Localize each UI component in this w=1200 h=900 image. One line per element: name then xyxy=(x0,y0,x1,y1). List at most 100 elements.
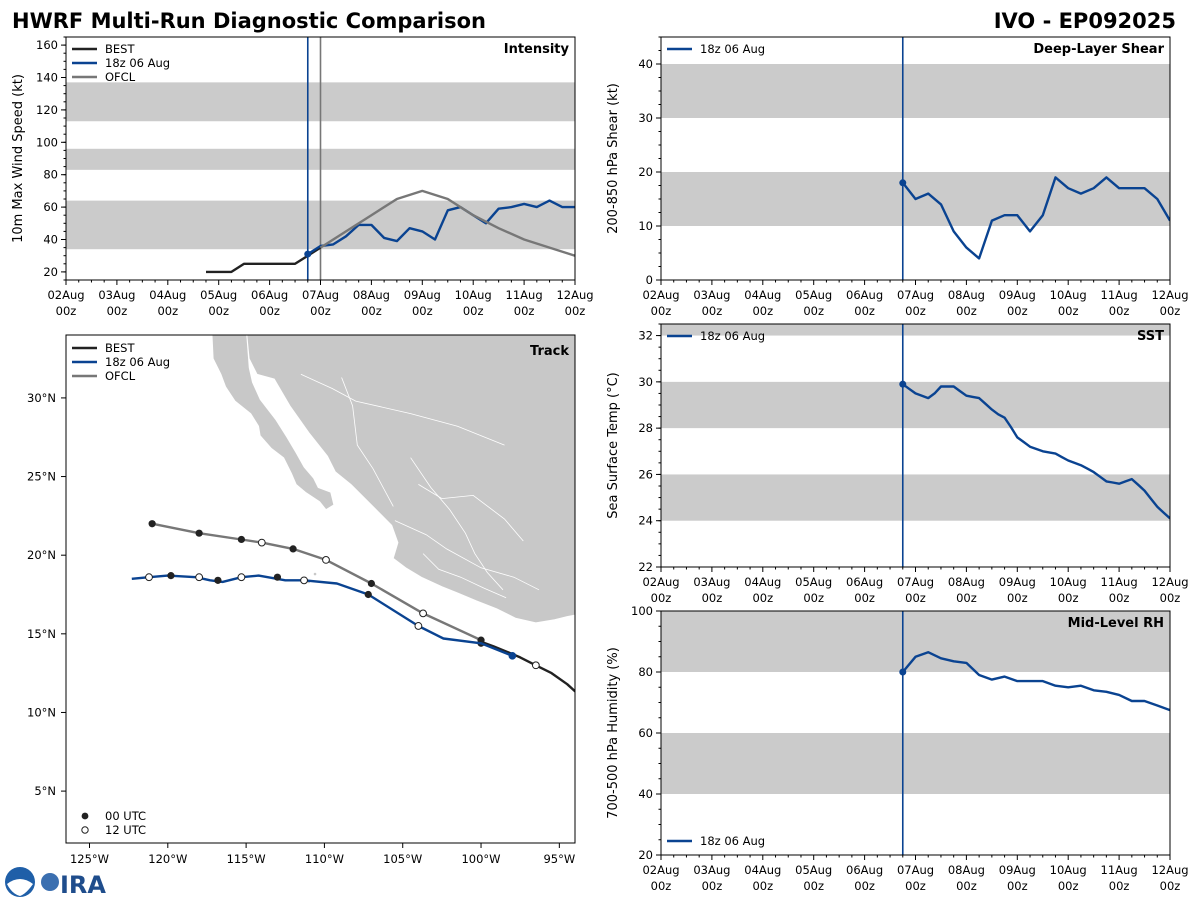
sst-y-tick-label: 26 xyxy=(638,467,653,481)
sst-x-tick-label: 03Aug xyxy=(693,575,730,589)
track-point-12utc xyxy=(414,622,423,630)
intensity-x-tick-label: 02Aug xyxy=(47,288,84,302)
shear-y-axis-label: 200-850 hPa Shear (kt) xyxy=(606,83,621,234)
rh-y-tick-label: 80 xyxy=(638,665,653,679)
marker-legend-12utc xyxy=(81,826,89,834)
intensity-x-tick-sublabel: 00z xyxy=(412,304,433,318)
rh-plot-area xyxy=(661,611,1170,855)
intensity-x-tick-label: 06Aug xyxy=(251,288,288,302)
intensity-legend-label: 18z 06 Aug xyxy=(105,56,170,70)
sst-x-tick-label: 06Aug xyxy=(846,575,883,589)
shear-x-tick-label: 08Aug xyxy=(948,288,985,302)
shear-y-tick-label: 10 xyxy=(638,219,653,233)
intensity-x-tick-sublabel: 00z xyxy=(361,304,382,318)
sst-y-tick-label: 32 xyxy=(638,329,653,343)
shear-y-tick-label: 30 xyxy=(638,111,653,125)
track-line-18z-06-aug xyxy=(131,574,513,657)
intensity-x-tick-label: 09Aug xyxy=(404,288,441,302)
intensity-x-tick-sublabel: 00z xyxy=(107,304,128,318)
intensity-x-tick-sublabel: 00z xyxy=(310,304,331,318)
figure-title: HWRF Multi-Run Diagnostic Comparison xyxy=(12,9,486,33)
shear-x-tick-sublabel: 00z xyxy=(1160,304,1181,318)
track-y-tick-label: 5°N xyxy=(34,784,56,798)
sst-x-tick-sublabel: 00z xyxy=(1058,591,1079,605)
rh-x-tick-sublabel: 00z xyxy=(956,879,977,893)
rh-x-tick-sublabel: 00z xyxy=(1058,879,1079,893)
sst-x-tick-label: 11Aug xyxy=(1101,575,1138,589)
sst-y-tick-label: 22 xyxy=(638,560,653,574)
shear-band xyxy=(661,64,1170,118)
intensity-panel: 20 40 60 80 100 120 140 160 02Aug 00z 03Aug 00z 04Au… xyxy=(11,36,594,318)
intensity-y-tick-label: 40 xyxy=(43,233,58,247)
shear-x-tick-sublabel: 00z xyxy=(1109,304,1130,318)
shear-x-tick-label: 03Aug xyxy=(693,288,730,302)
rh-x-tick-sublabel: 00z xyxy=(702,879,723,893)
track-point-12utc xyxy=(419,609,427,618)
shear-x-tick-label: 07Aug xyxy=(897,288,934,302)
island xyxy=(313,572,317,576)
shear-x-tick-label: 06Aug xyxy=(846,288,883,302)
track-y-tick-label: 30°N xyxy=(27,391,56,405)
track-line-best xyxy=(480,640,575,693)
rh-legend-label: 18z 06 Aug xyxy=(700,834,765,848)
track-point-12utc xyxy=(145,573,153,582)
track-map-area xyxy=(131,335,575,693)
sst-y-tick-label: 30 xyxy=(638,375,653,389)
sst-x-tick-sublabel: 00z xyxy=(752,591,773,605)
cira-wordmark-icon: IRA xyxy=(60,871,106,899)
rh-x-tick-sublabel: 00z xyxy=(1007,879,1028,893)
intensity-legend-label: BEST xyxy=(105,42,135,56)
sst-y-tick-label: 28 xyxy=(638,421,653,435)
shear-x-tick-label: 04Aug xyxy=(744,288,781,302)
noaa-gull-icon xyxy=(7,879,33,896)
rh-x-tick-sublabel: 00z xyxy=(803,879,824,893)
shear-x-tick-sublabel: 00z xyxy=(956,304,977,318)
sst-x-tick-sublabel: 00z xyxy=(854,591,875,605)
track-panel-title: Track xyxy=(530,344,569,359)
track-point-00utc xyxy=(195,529,203,537)
sst-x-tick-sublabel: 00z xyxy=(905,591,926,605)
state-border xyxy=(418,484,524,542)
shear-x-tick-sublabel: 00z xyxy=(702,304,723,318)
shear-y-tick-label: 0 xyxy=(646,273,653,287)
intensity-panel-title: Intensity xyxy=(504,42,570,57)
intensity-series-start-point xyxy=(304,250,312,258)
intensity-x-tick-sublabel: 00z xyxy=(463,304,484,318)
track-legend-label: OFCL xyxy=(105,369,136,383)
intensity-x-tick-label: 03Aug xyxy=(98,288,135,302)
sst-x-tick-label: 02Aug xyxy=(642,575,679,589)
sst-x-tick-label: 09Aug xyxy=(999,575,1036,589)
marker-legend-00utc xyxy=(81,812,89,820)
intensity-x-tick-label: 08Aug xyxy=(353,288,390,302)
intensity-y-axis-label: 10m Max Wind Speed (kt) xyxy=(11,74,26,243)
intensity-x-tick-sublabel: 00z xyxy=(514,304,535,318)
track-frame xyxy=(65,334,576,844)
shear-x-tick-sublabel: 00z xyxy=(651,304,672,318)
shear-y-tick-label: 20 xyxy=(638,165,653,179)
shear-x-tick-label: 09Aug xyxy=(999,288,1036,302)
sst-panel-title: SST xyxy=(1137,329,1164,344)
rh-panel: 20 40 60 80 100 02Aug 00z 03Aug 00z 04Aug 00z 05Aug… xyxy=(606,604,1189,893)
sst-x-tick-sublabel: 00z xyxy=(1109,591,1130,605)
intensity-series-best xyxy=(206,246,322,274)
rh-x-tick-label: 08Aug xyxy=(948,863,985,877)
sst-x-tick-label: 08Aug xyxy=(948,575,985,589)
shear-x-tick-sublabel: 00z xyxy=(905,304,926,318)
intensity-y-tick-label: 80 xyxy=(43,168,58,182)
track-x-tick-label: 95°W xyxy=(543,852,575,866)
track-point-12utc xyxy=(300,576,308,585)
mexico-land xyxy=(246,335,575,624)
shear-series-start-point xyxy=(899,179,907,187)
track-point-00utc xyxy=(273,573,282,581)
intensity-plot-area xyxy=(66,37,575,280)
sst-x-tick-sublabel: 00z xyxy=(956,591,977,605)
track-panel: 125°W 120°W 115°W 110°W 105°W 100°W 95°W 5°N 10°… xyxy=(27,334,576,866)
sst-series-18z-06-aug xyxy=(902,383,1170,520)
track-x-tick-label: 115°W xyxy=(227,852,266,866)
track-point-00utc xyxy=(167,572,175,580)
rh-x-tick-sublabel: 00z xyxy=(905,879,926,893)
intensity-y-tick-label: 20 xyxy=(43,265,58,279)
sst-x-tick-sublabel: 00z xyxy=(1160,591,1181,605)
track-x-tick-label: 110°W xyxy=(305,852,344,866)
noaa-cira-logo: IRA xyxy=(5,867,106,899)
